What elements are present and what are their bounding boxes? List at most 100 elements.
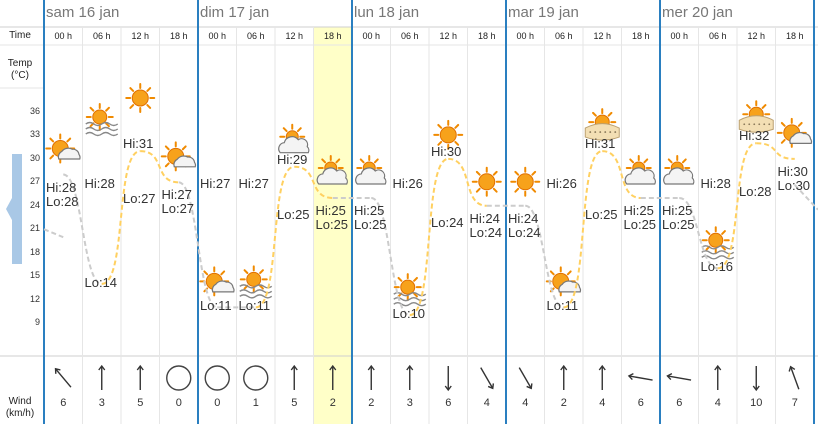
hi-lo-label: Hi:25 Lo:25 bbox=[624, 203, 657, 232]
hour-label: 18 h bbox=[477, 31, 496, 41]
lo-label: Lo:28 bbox=[46, 193, 79, 209]
lo-label: Lo:14 bbox=[84, 274, 118, 290]
hi-label: Hi:32 bbox=[739, 128, 770, 144]
wind-speed-value: 7 bbox=[791, 397, 798, 409]
wind-speed-value: 0 bbox=[175, 397, 182, 409]
wind-speed-value: 3 bbox=[406, 397, 413, 409]
hi-lo-label: Hi:28 bbox=[84, 175, 115, 191]
hi-label: Hi:31 bbox=[585, 136, 616, 152]
wind-label-line1: Wind bbox=[8, 396, 32, 407]
hi-lo-label: Hi:30 Lo:30 bbox=[777, 163, 811, 193]
hour-label: 18 h bbox=[323, 31, 342, 41]
hi-label: Hi:27 bbox=[161, 187, 192, 203]
lo-label: Lo:25 bbox=[354, 216, 387, 232]
day-label: sam 16 jan bbox=[46, 4, 120, 21]
hi-lo-label: Hi:31 bbox=[585, 137, 615, 151]
hi-label: Hi:30 bbox=[777, 163, 808, 179]
lo-label: Lo:16 bbox=[700, 259, 734, 275]
day-label: mer 20 jan bbox=[662, 4, 733, 21]
hour-label: 18 h bbox=[631, 31, 650, 41]
hi-label: Hi:24 bbox=[469, 210, 500, 226]
hi-label: Hi:28 bbox=[46, 179, 77, 195]
hi-lo-label: Lo:11 bbox=[200, 299, 232, 313]
wind-label-unit: (km/h) bbox=[5, 408, 35, 419]
hi-lo-label: Lo:14 bbox=[84, 274, 118, 290]
temp-label-unit: (°C) bbox=[11, 70, 29, 81]
hour-label: 00 h bbox=[516, 31, 535, 41]
wind-speed-value: 2 bbox=[368, 397, 375, 409]
y-tick-label: 24 bbox=[29, 199, 40, 210]
lo-label: Lo:10 bbox=[392, 306, 426, 322]
wind-speed-value: 3 bbox=[98, 397, 105, 409]
y-tick-label: 18 bbox=[29, 246, 40, 257]
y-tick-label: 36 bbox=[29, 106, 40, 116]
wind-speed-value: 1 bbox=[252, 397, 259, 409]
hi-lo-label: Hi:32 bbox=[739, 129, 769, 143]
wind-speed-value: 4 bbox=[599, 397, 606, 409]
wind-speed-value: 2 bbox=[329, 397, 336, 409]
wind-speed-value: 6 bbox=[445, 397, 452, 409]
hour-label: 06 h bbox=[554, 31, 573, 41]
time-row-label: Time bbox=[9, 30, 31, 41]
y-tick-label: 9 bbox=[34, 317, 40, 327]
hi-lo-label: Hi:26 bbox=[392, 175, 423, 191]
hi-label: Hi:28 bbox=[700, 175, 731, 191]
hour-label: 12 h bbox=[747, 31, 766, 41]
lo-label: Lo:24 bbox=[508, 224, 541, 240]
hi-lo-label: Hi:29 bbox=[277, 151, 308, 167]
hi-label: Hi:29 bbox=[277, 151, 308, 167]
hi-lo-label: Hi:25 Lo:25 bbox=[662, 202, 695, 232]
hi-lo-label: Hi:30 bbox=[431, 143, 462, 159]
wind-speed-value: 10 bbox=[750, 397, 763, 409]
hi-lo-label: Hi:26 bbox=[546, 175, 577, 191]
y-tick-label: 33 bbox=[29, 129, 40, 140]
hi-label: Hi:25 bbox=[354, 202, 385, 218]
hi-lo-label: Hi:24 Lo:24 bbox=[508, 211, 541, 240]
previous-arrow-icon[interactable] bbox=[4, 154, 24, 264]
lo-label: Lo:27 bbox=[123, 191, 156, 207]
hour-label: 06 h bbox=[246, 31, 265, 41]
hi-lo-label: Hi:25 Lo:25 bbox=[316, 203, 349, 232]
y-tick-label: 12 bbox=[29, 293, 40, 304]
y-tick-label: 27 bbox=[29, 176, 40, 187]
wind-speed-value: 6 bbox=[60, 397, 67, 409]
lo-label: Lo:11 bbox=[200, 298, 232, 314]
hi-lo-label: Lo:24 bbox=[431, 215, 464, 230]
day-label: lun 18 jan bbox=[354, 4, 420, 21]
wind-speed-value: 4 bbox=[714, 397, 721, 409]
hour-label: 12 h bbox=[593, 31, 612, 41]
hi-lo-label: Lo:11 bbox=[547, 299, 579, 313]
hi-lo-label: Hi:28 Lo:28 bbox=[46, 179, 79, 209]
lo-label: Lo:28 bbox=[739, 183, 772, 199]
hour-label: 00 h bbox=[670, 31, 689, 41]
hour-label: 12 h bbox=[131, 31, 150, 41]
wind-speed-value: 6 bbox=[676, 397, 683, 409]
hi-label: Hi:26 bbox=[392, 175, 423, 191]
wind-speed-value: 5 bbox=[137, 397, 144, 409]
lo-label: Lo:30 bbox=[777, 177, 811, 193]
wind-speed-value: 6 bbox=[637, 397, 644, 409]
hi-label: Hi:25 bbox=[662, 202, 693, 218]
hi-label: Hi:30 bbox=[431, 143, 462, 159]
hour-label: 00 h bbox=[362, 31, 381, 41]
hour-label: 18 h bbox=[169, 31, 188, 41]
hi-lo-label: Lo:11 bbox=[239, 299, 271, 313]
y-tick-label: 15 bbox=[29, 270, 40, 281]
highlight-column bbox=[313, 27, 352, 424]
hi-label: Hi:26 bbox=[546, 175, 577, 191]
hour-label: 12 h bbox=[439, 31, 458, 41]
hi-lo-label: Lo:27 bbox=[123, 192, 156, 206]
hi-lo-label: Lo:16 bbox=[701, 260, 734, 274]
hi-lo-label: Hi:27 Lo:27 bbox=[162, 188, 195, 216]
hi-lo-label: Lo:25 bbox=[277, 207, 310, 222]
hi-label: Hi:27 bbox=[238, 175, 269, 191]
wind-row-label: Wind (km/h) bbox=[0, 396, 40, 420]
wind-speed-value: 5 bbox=[291, 397, 298, 409]
hi-label: Hi:27 bbox=[200, 175, 231, 191]
wind-speed-value: 2 bbox=[560, 397, 567, 409]
hi-lo-label: Hi:28 bbox=[700, 175, 731, 191]
hour-label: 06 h bbox=[400, 31, 419, 41]
hi-label: Hi:28 bbox=[84, 175, 115, 191]
hour-label: 12 h bbox=[285, 31, 304, 41]
hi-lo-label: Lo:10 bbox=[393, 307, 426, 321]
